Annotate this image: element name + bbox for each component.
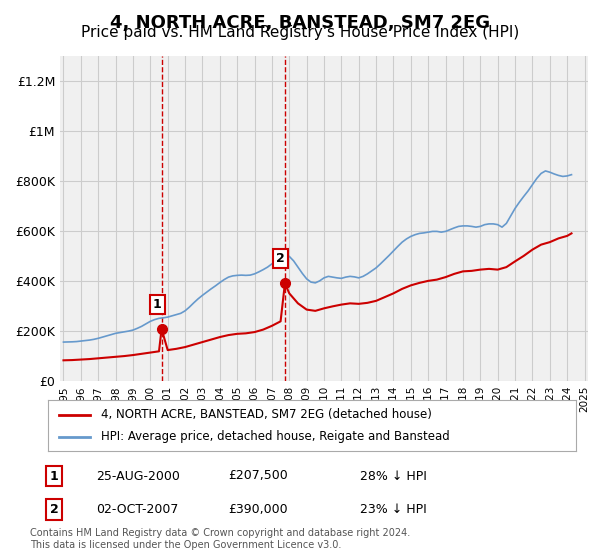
Text: 4, NORTH ACRE, BANSTEAD, SM7 2EG (detached house): 4, NORTH ACRE, BANSTEAD, SM7 2EG (detach… bbox=[101, 408, 431, 421]
Text: Price paid vs. HM Land Registry's House Price Index (HPI): Price paid vs. HM Land Registry's House … bbox=[81, 25, 519, 40]
Text: 4, NORTH ACRE, BANSTEAD, SM7 2EG: 4, NORTH ACRE, BANSTEAD, SM7 2EG bbox=[110, 14, 490, 32]
Text: £390,000: £390,000 bbox=[228, 503, 287, 516]
Text: Contains HM Land Registry data © Crown copyright and database right 2024.
This d: Contains HM Land Registry data © Crown c… bbox=[30, 528, 410, 550]
Text: £207,500: £207,500 bbox=[228, 469, 288, 483]
Text: 2: 2 bbox=[50, 503, 58, 516]
Text: 23% ↓ HPI: 23% ↓ HPI bbox=[360, 503, 427, 516]
Text: 28% ↓ HPI: 28% ↓ HPI bbox=[360, 469, 427, 483]
Text: 02-OCT-2007: 02-OCT-2007 bbox=[96, 503, 178, 516]
Text: HPI: Average price, detached house, Reigate and Banstead: HPI: Average price, detached house, Reig… bbox=[101, 430, 449, 443]
Text: 1: 1 bbox=[50, 469, 58, 483]
Text: 1: 1 bbox=[153, 298, 161, 311]
Text: 25-AUG-2000: 25-AUG-2000 bbox=[96, 469, 180, 483]
Text: 2: 2 bbox=[276, 252, 285, 265]
